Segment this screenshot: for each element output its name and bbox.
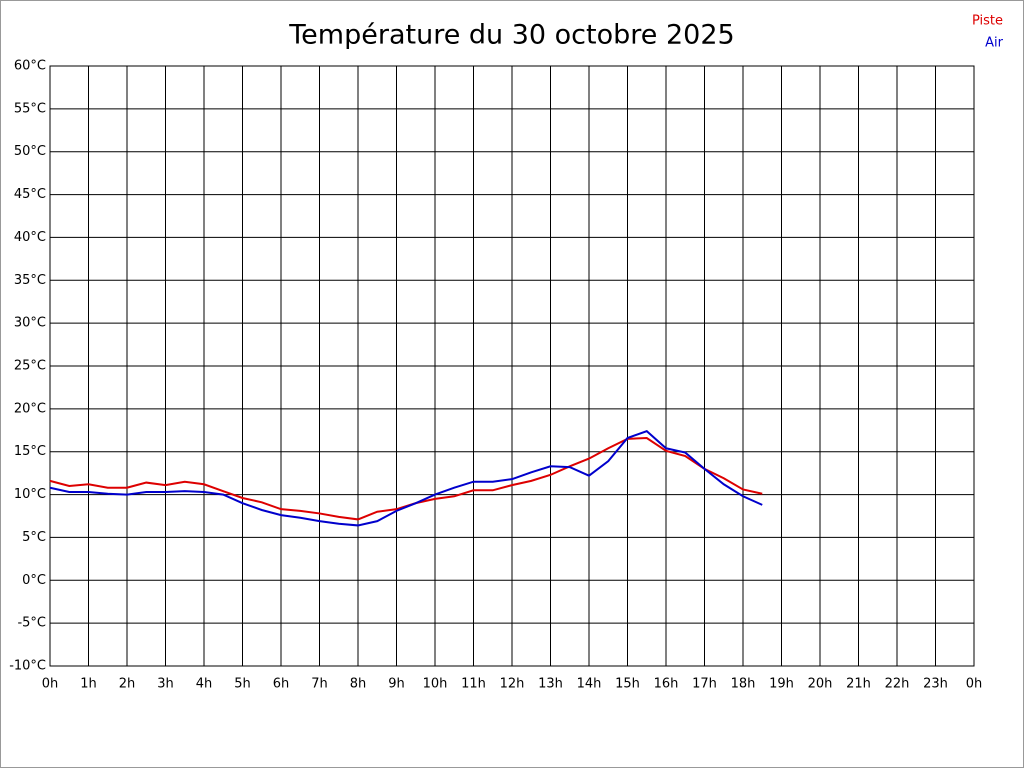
y-tick-label: 45°C: [14, 187, 46, 202]
x-tick-label: 21h: [846, 677, 871, 692]
x-tick-label: 20h: [808, 677, 833, 692]
x-tick-label: 6h: [273, 677, 290, 692]
y-tick-label: 10°C: [14, 487, 46, 502]
x-tick-label: 11h: [461, 677, 486, 692]
x-tick-label: 22h: [885, 677, 910, 692]
x-tick-label: 14h: [577, 677, 602, 692]
y-tick-label: 40°C: [14, 230, 46, 245]
x-tick-label: 8h: [350, 677, 367, 692]
x-tick-label: 5h: [234, 677, 251, 692]
legend-entry: Air: [985, 36, 1004, 51]
y-tick-label: 0°C: [22, 573, 46, 588]
chart-title: Température du 30 octobre 2025: [288, 20, 734, 51]
y-tick-label: 35°C: [14, 273, 46, 288]
x-tick-label: 0h: [42, 677, 59, 692]
x-tick-label: 4h: [196, 677, 213, 692]
y-tick-label: 15°C: [14, 444, 46, 459]
x-tick-label: 19h: [769, 677, 794, 692]
y-tick-label: 20°C: [14, 401, 46, 416]
x-tick-label: 13h: [538, 677, 563, 692]
y-tick-label: 50°C: [14, 144, 46, 159]
x-tick-label: 16h: [654, 677, 679, 692]
x-tick-label: 15h: [615, 677, 640, 692]
data-line: [49, 430, 763, 527]
x-tick-label: 9h: [388, 677, 405, 692]
x-tick-label: 7h: [311, 677, 328, 692]
x-tick-label: 10h: [423, 677, 448, 692]
y-tick-label: -5°C: [17, 616, 46, 631]
legend-entry: Piste: [972, 14, 1003, 29]
x-tick-label: 1h: [80, 677, 97, 692]
y-tick-label: 5°C: [22, 530, 46, 545]
x-tick-label: 18h: [731, 677, 756, 692]
x-tick-label: 0h: [966, 677, 983, 692]
y-tick-label: 30°C: [14, 316, 46, 331]
y-tick-label: 60°C: [14, 59, 46, 74]
y-tick-label: 55°C: [14, 101, 46, 116]
x-tick-label: 23h: [923, 677, 948, 692]
x-tick-label: 2h: [119, 677, 136, 692]
x-tick-label: 17h: [692, 677, 717, 692]
y-tick-label: 25°C: [14, 359, 46, 374]
x-tick-label: 12h: [500, 677, 525, 692]
x-tick-label: 3h: [157, 677, 174, 692]
y-tick-label: -10°C: [9, 659, 46, 674]
